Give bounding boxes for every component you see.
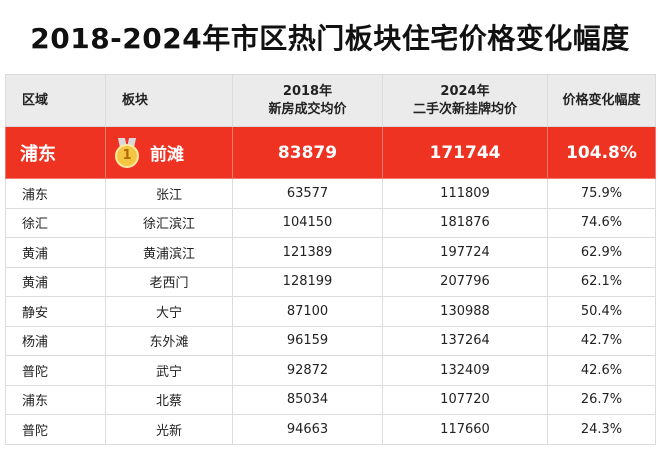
cell-region: 普陀 [5, 355, 106, 386]
cell-used-2024: 207796 [382, 266, 548, 297]
cell-change: 75.9% [547, 178, 656, 209]
cell-change: 62.9% [547, 237, 656, 268]
price-change-table: 区域 板块 2018年 新房成交均价 2024年 二手次新挂牌均价 价格变化幅度… [5, 74, 656, 445]
cell-region: 黄浦 [5, 266, 106, 297]
cell-new-2018: 63577 [232, 178, 383, 209]
cell-block: 大宁 [105, 296, 233, 327]
header-used-2024-label: 二手次新挂牌均价 [412, 101, 517, 117]
cell-block-label: 前滩 [150, 145, 184, 165]
cell-used-2024: 137264 [382, 325, 548, 356]
cell-block: 老西门 [105, 266, 233, 297]
table-row: 浦东 北蔡 85034 107720 26.7% [5, 384, 656, 415]
cell-used-2024: 107720 [382, 384, 548, 415]
table-row: 黄浦 老西门 128199 207796 62.1% [5, 266, 656, 297]
cell-region: 杨浦 [5, 325, 106, 356]
cell-block: 1 前滩 [105, 126, 233, 179]
gold-medal-icon: 1 [114, 137, 140, 168]
cell-region: 浦东 [5, 384, 106, 415]
cell-used-2024: 132409 [382, 355, 548, 386]
cell-new-2018: 94663 [232, 414, 383, 445]
cell-change: 24.3% [547, 414, 656, 445]
cell-region: 徐汇 [5, 207, 106, 238]
header-region: 区域 [5, 74, 106, 127]
header-change: 价格变化幅度 [547, 74, 656, 127]
cell-region: 浦东 [5, 178, 106, 209]
cell-change: 50.4% [547, 296, 656, 327]
table-row: 普陀 光新 94663 117660 24.3% [5, 414, 656, 445]
cell-region: 黄浦 [5, 237, 106, 268]
cell-block: 北蔡 [105, 384, 233, 415]
cell-block: 徐汇滨江 [105, 207, 233, 238]
cell-used-2024: 171744 [382, 126, 548, 179]
table-row-top: 浦东 1 前滩 83879 171744 104.8% [5, 126, 656, 179]
table-row: 普陀 武宁 92872 132409 42.6% [5, 355, 656, 386]
header-used-2024-year: 2024年 [440, 83, 490, 99]
cell-used-2024: 197724 [382, 237, 548, 268]
cell-used-2024: 130988 [382, 296, 548, 327]
cell-new-2018: 96159 [232, 325, 383, 356]
cell-new-2018: 121389 [232, 237, 383, 268]
header-new-2018-label: 新房成交均价 [268, 101, 347, 117]
table-row: 徐汇 徐汇滨江 104150 181876 74.6% [5, 207, 656, 238]
cell-change: 104.8% [547, 126, 656, 179]
cell-new-2018: 85034 [232, 384, 383, 415]
cell-used-2024: 111809 [382, 178, 548, 209]
cell-change: 62.1% [547, 266, 656, 297]
cell-change: 26.7% [547, 384, 656, 415]
cell-region: 普陀 [5, 414, 106, 445]
medal-rank: 1 [115, 143, 139, 168]
cell-new-2018: 87100 [232, 296, 383, 327]
table-row: 静安 大宁 87100 130988 50.4% [5, 296, 656, 327]
table-header-row: 区域 板块 2018年 新房成交均价 2024年 二手次新挂牌均价 价格变化幅度 [5, 74, 656, 127]
cell-block: 武宁 [105, 355, 233, 386]
cell-new-2018: 128199 [232, 266, 383, 297]
header-block: 板块 [105, 74, 233, 127]
cell-new-2018: 92872 [232, 355, 383, 386]
header-new-2018: 2018年 新房成交均价 [232, 74, 383, 127]
cell-used-2024: 117660 [382, 414, 548, 445]
table-row: 杨浦 东外滩 96159 137264 42.7% [5, 325, 656, 356]
cell-used-2024: 181876 [382, 207, 548, 238]
header-used-2024: 2024年 二手次新挂牌均价 [382, 74, 548, 127]
cell-block: 黄浦滨江 [105, 237, 233, 268]
cell-region: 静安 [5, 296, 106, 327]
cell-block: 东外滩 [105, 325, 233, 356]
table-row: 黄浦 黄浦滨江 121389 197724 62.9% [5, 237, 656, 268]
table-row: 浦东 张江 63577 111809 75.9% [5, 178, 656, 209]
cell-block: 张江 [105, 178, 233, 209]
cell-block: 光新 [105, 414, 233, 445]
cell-change: 42.7% [547, 325, 656, 356]
cell-change: 74.6% [547, 207, 656, 238]
cell-change: 42.6% [547, 355, 656, 386]
page-title: 2018-2024年市区热门板块住宅价格变化幅度 [30, 22, 630, 55]
cell-new-2018: 83879 [232, 126, 383, 179]
header-new-2018-year: 2018年 [282, 83, 333, 99]
cell-region: 浦东 [5, 126, 106, 179]
cell-new-2018: 104150 [232, 207, 383, 238]
